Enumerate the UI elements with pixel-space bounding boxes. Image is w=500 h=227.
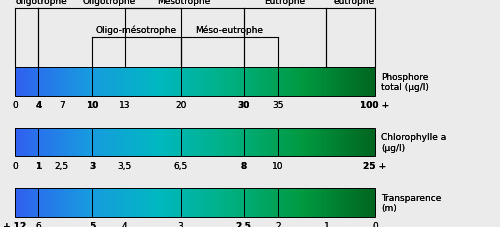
Text: Oligo-mésotrophe: Oligo-mésotrophe <box>96 25 177 35</box>
Text: 6: 6 <box>36 221 42 227</box>
Text: 25 +: 25 + <box>364 161 386 170</box>
Text: Chlorophylle a
(µg/l): Chlorophylle a (µg/l) <box>381 133 446 152</box>
Text: Chlorophylle a
(µg/l): Chlorophylle a (µg/l) <box>381 133 446 152</box>
Text: 5: 5 <box>90 221 96 227</box>
Text: 3: 3 <box>178 221 184 227</box>
Text: 10: 10 <box>272 161 283 170</box>
Text: 10: 10 <box>272 161 283 170</box>
Text: + 12: + 12 <box>4 221 26 227</box>
Text: 25 +: 25 + <box>364 161 386 170</box>
Text: 13: 13 <box>119 101 130 110</box>
Text: 10: 10 <box>86 101 99 110</box>
Text: Oligotrophe: Oligotrophe <box>83 0 136 6</box>
Text: 10: 10 <box>86 101 99 110</box>
Text: 4: 4 <box>122 221 128 227</box>
Text: 20: 20 <box>175 101 186 110</box>
Text: Hyper -
eutrophe: Hyper - eutrophe <box>334 0 375 6</box>
Text: Transparence
(m): Transparence (m) <box>381 193 442 212</box>
Text: 6,5: 6,5 <box>174 161 188 170</box>
Text: Oligo-mésotrophe: Oligo-mésotrophe <box>96 25 177 35</box>
Text: Méso-eutrophe: Méso-eutrophe <box>195 25 263 35</box>
Text: + 12: + 12 <box>4 221 26 227</box>
Text: Oligotrophe: Oligotrophe <box>83 0 136 6</box>
Text: Eutrophe: Eutrophe <box>264 0 306 6</box>
Text: 2,5: 2,5 <box>54 161 69 170</box>
Text: 5: 5 <box>90 221 96 227</box>
Text: 30: 30 <box>238 101 250 110</box>
Text: 3: 3 <box>90 161 96 170</box>
Text: 0: 0 <box>12 161 18 170</box>
Text: 7: 7 <box>59 101 64 110</box>
Text: 4: 4 <box>35 101 42 110</box>
Text: 2,5: 2,5 <box>236 221 252 227</box>
Text: 6: 6 <box>36 221 42 227</box>
Text: 2: 2 <box>275 221 280 227</box>
Text: 0: 0 <box>372 221 378 227</box>
Text: 2,5: 2,5 <box>54 161 69 170</box>
Text: 3: 3 <box>90 161 96 170</box>
Text: 100 +: 100 + <box>360 101 390 110</box>
Text: 1: 1 <box>36 161 42 170</box>
Text: 1: 1 <box>324 221 330 227</box>
Text: 3: 3 <box>178 221 184 227</box>
Text: Mésotrophe: Mésotrophe <box>158 0 211 6</box>
Text: 0: 0 <box>12 101 18 110</box>
Text: 100 +: 100 + <box>360 101 390 110</box>
Text: 30: 30 <box>238 101 250 110</box>
Text: 20: 20 <box>175 101 186 110</box>
Text: Mésotrophe: Mésotrophe <box>158 0 211 6</box>
Text: 35: 35 <box>272 101 283 110</box>
Text: 1: 1 <box>36 161 42 170</box>
Text: 35: 35 <box>272 101 283 110</box>
Text: Méso-eutrophe: Méso-eutrophe <box>195 25 263 35</box>
Text: 3,5: 3,5 <box>118 161 132 170</box>
Text: 8: 8 <box>240 161 246 170</box>
Text: Ultra -
oligotrophe: Ultra - oligotrophe <box>15 0 67 6</box>
Text: 4: 4 <box>122 221 128 227</box>
Text: Eutrophe: Eutrophe <box>264 0 306 6</box>
Text: 6,5: 6,5 <box>174 161 188 170</box>
Text: Phosphore
total (µg/l): Phosphore total (µg/l) <box>381 73 429 92</box>
Text: 0: 0 <box>372 221 378 227</box>
Text: 3,5: 3,5 <box>118 161 132 170</box>
Text: Transparence
(m): Transparence (m) <box>381 193 442 212</box>
Text: 7: 7 <box>59 101 64 110</box>
Text: 2,5: 2,5 <box>236 221 252 227</box>
Text: 8: 8 <box>240 161 246 170</box>
Text: Hyper -
eutrophe: Hyper - eutrophe <box>334 0 375 6</box>
Text: Ultra -
oligotrophe: Ultra - oligotrophe <box>15 0 67 6</box>
Text: Phosphore
total (µg/l): Phosphore total (µg/l) <box>381 73 429 92</box>
Text: 0: 0 <box>12 161 18 170</box>
Text: 0: 0 <box>12 101 18 110</box>
Text: 13: 13 <box>119 101 130 110</box>
Text: 4: 4 <box>35 101 42 110</box>
Text: 1: 1 <box>324 221 330 227</box>
Text: 2: 2 <box>275 221 280 227</box>
